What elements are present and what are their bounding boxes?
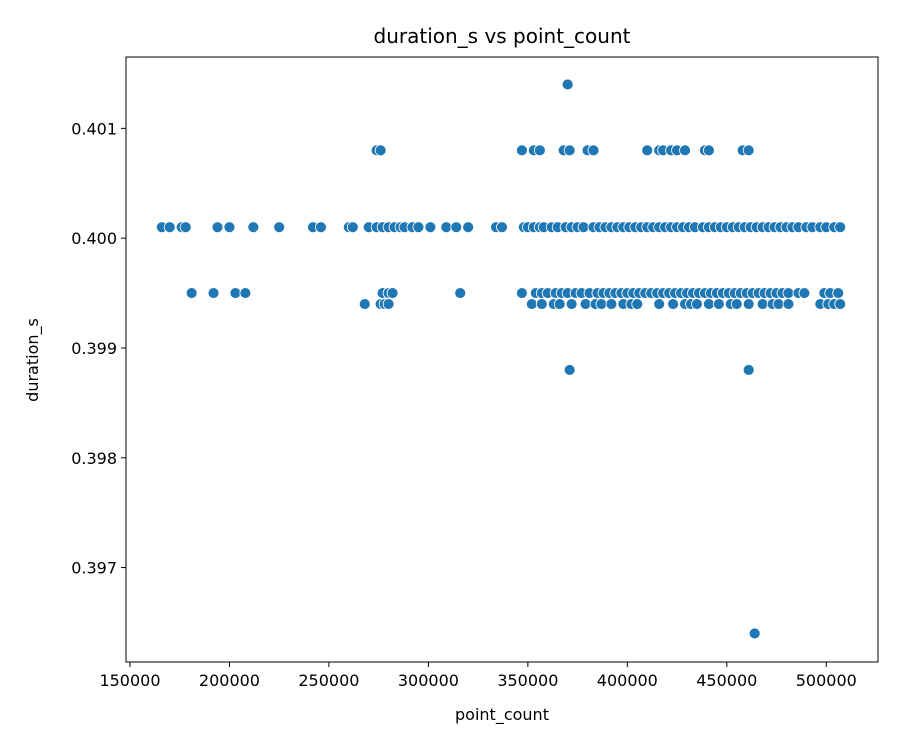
data-point <box>454 287 467 299</box>
data-point <box>579 298 592 310</box>
data-point <box>358 298 371 310</box>
data-point <box>798 287 811 299</box>
data-point <box>462 221 475 234</box>
data-point <box>207 287 220 299</box>
data-point <box>730 298 743 310</box>
x-tick-label: 400000 <box>597 671 658 690</box>
data-point <box>605 298 618 310</box>
data-point <box>247 221 260 234</box>
data-point <box>679 144 691 157</box>
x-tick-label: 200000 <box>199 671 260 690</box>
data-point <box>832 287 845 299</box>
data-point <box>412 221 425 234</box>
y-tick-label: 0.399 <box>71 339 117 358</box>
x-tick-label: 250000 <box>298 671 359 690</box>
data-point <box>346 221 359 234</box>
y-axis-label: duration_s <box>23 318 43 402</box>
x-tick-label: 450000 <box>696 671 757 690</box>
data-point <box>424 221 437 234</box>
data-point <box>273 221 286 234</box>
y-tick-label: 0.401 <box>71 119 117 138</box>
data-point <box>667 298 679 310</box>
data-point <box>653 298 666 310</box>
data-point <box>834 221 847 234</box>
y-axis-ticks: 0.397 0.398 0.399 0.400 0.401 <box>71 119 126 578</box>
y-tick-label: 0.397 <box>71 559 117 578</box>
y-tick-label: 0.400 <box>71 229 117 248</box>
data-point <box>702 144 715 157</box>
data-point <box>782 287 795 299</box>
data-point <box>525 298 538 310</box>
data-point <box>382 298 395 310</box>
data-point <box>577 221 590 234</box>
data-point <box>748 627 761 640</box>
chart-title: duration_s vs point_count <box>374 24 631 48</box>
data-point <box>756 298 769 310</box>
data-point <box>712 298 725 310</box>
data-point <box>563 144 576 157</box>
data-point <box>641 144 654 157</box>
data-point <box>553 298 566 310</box>
data-point <box>535 298 548 310</box>
data-point <box>565 298 578 310</box>
data-point <box>587 144 600 157</box>
x-tick-label: 500000 <box>796 671 857 690</box>
x-tick-label: 300000 <box>398 671 459 690</box>
data-point <box>179 221 192 234</box>
data-point <box>496 221 508 234</box>
data-point <box>595 298 608 310</box>
data-point <box>374 144 387 157</box>
data-point <box>163 221 176 234</box>
data-point <box>691 298 703 310</box>
data-point <box>211 221 224 234</box>
data-point <box>185 287 198 299</box>
data-point <box>440 221 453 234</box>
data-point <box>631 298 644 310</box>
data-point <box>563 364 576 376</box>
data-point <box>386 287 399 299</box>
data-point <box>772 298 785 310</box>
data-point <box>742 298 755 310</box>
plot-frame <box>125 56 879 663</box>
data-point <box>315 221 327 234</box>
x-tick-label: 350000 <box>497 671 558 690</box>
y-tick-label: 0.398 <box>71 449 117 468</box>
data-point <box>561 78 574 91</box>
data-point <box>223 221 236 234</box>
x-axis-label: point_count <box>455 705 549 725</box>
data-points <box>155 78 847 640</box>
data-point <box>742 144 755 157</box>
data-point <box>515 144 528 157</box>
data-point <box>239 287 252 299</box>
data-point <box>515 287 528 299</box>
x-tick-label: 150000 <box>99 671 160 690</box>
data-point <box>834 298 847 310</box>
data-point <box>450 221 463 234</box>
data-point <box>229 287 242 299</box>
data-point <box>702 298 715 310</box>
x-axis-ticks: 150000 200000 250000 300000 350000 400000 4500… <box>99 662 857 690</box>
data-point <box>533 144 546 157</box>
data-point <box>782 298 795 310</box>
data-point <box>742 364 755 376</box>
